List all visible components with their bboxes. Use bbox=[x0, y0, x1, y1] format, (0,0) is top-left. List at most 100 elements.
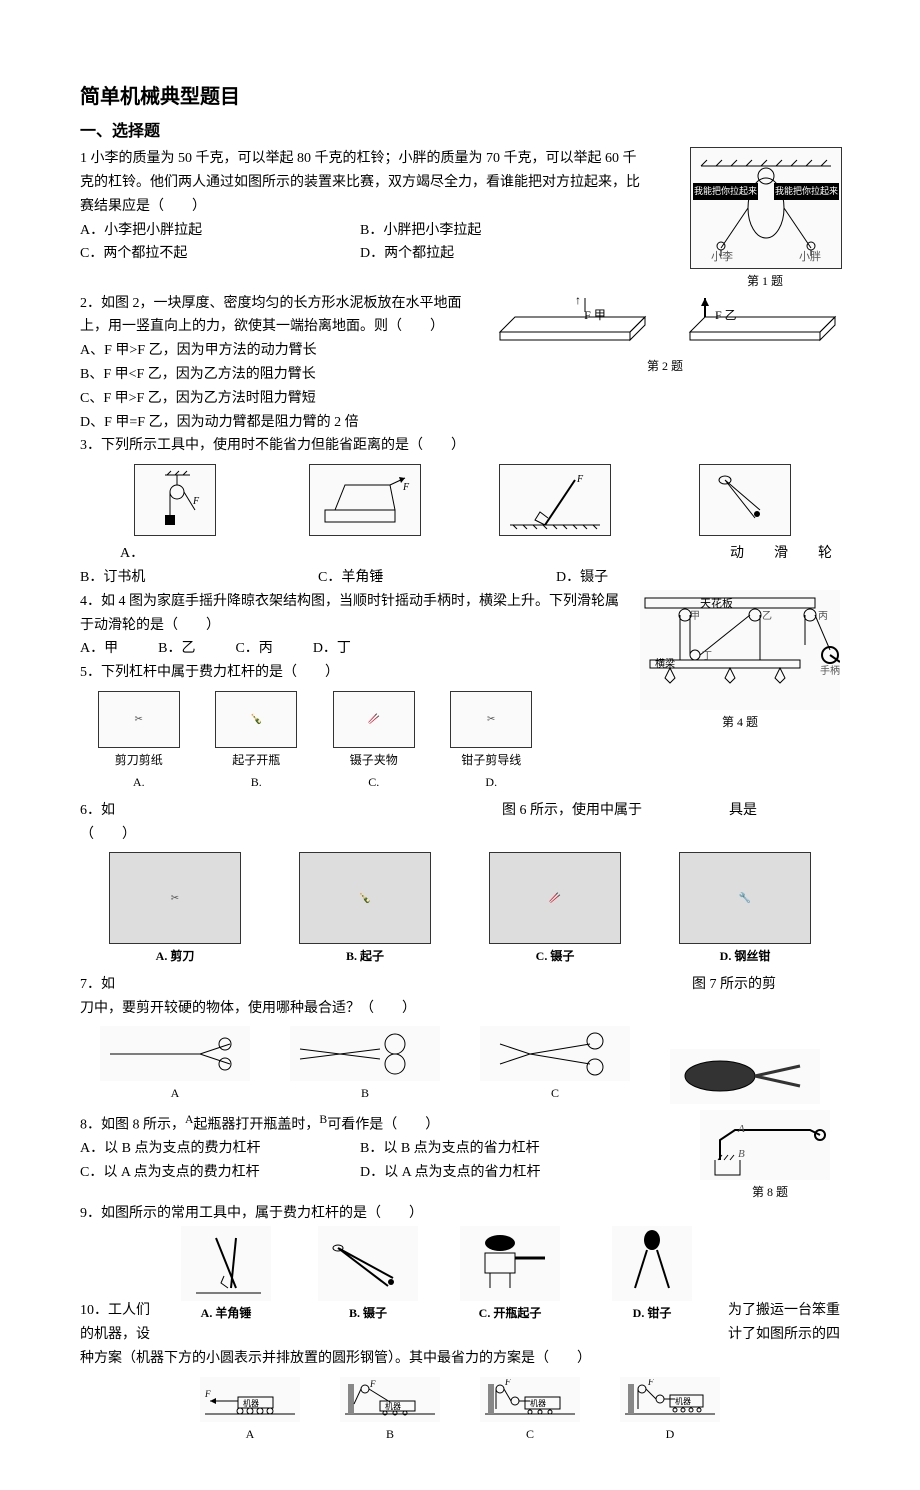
q9-lblB: B. 镊子 bbox=[349, 1303, 387, 1323]
q6-post-a: 具是 bbox=[729, 803, 757, 818]
q1-label-right: 小胖 bbox=[799, 248, 821, 267]
q9-figB bbox=[318, 1226, 418, 1301]
q1-optC: C．两个都拉不起 bbox=[80, 242, 360, 266]
q8-optA: A．以 B 点为支点的费力杠杆 bbox=[80, 1137, 360, 1161]
q4-figure: 天花板 横梁 甲 乙 丙 丁 手柄 bbox=[640, 590, 840, 710]
q9-figD bbox=[612, 1226, 692, 1301]
q5-text: 5．下列杠杆中属于费力杠杆的是（ ） bbox=[80, 661, 640, 685]
q5-lblC: 镊子夹物 bbox=[350, 750, 398, 770]
q7-post: 刀中，要剪开较硬的物体，使用哪种最合适？（ ） bbox=[80, 997, 840, 1021]
q3-optD: D．镊子 bbox=[556, 566, 608, 590]
q10-pre: 10．工人们 bbox=[80, 1299, 150, 1323]
q4-bing: 丙 bbox=[818, 608, 828, 625]
q8-mid1: 起瓶器打开瓶盖时， bbox=[193, 1117, 319, 1132]
q2-fig-left: ↑ F 甲 bbox=[490, 292, 650, 326]
svg-text:F: F bbox=[504, 1379, 511, 1387]
q6-figC: 🥢 bbox=[489, 852, 621, 944]
q5-lblD: 钳子剪导线 bbox=[461, 750, 521, 770]
q4-caption: 第 4 题 bbox=[640, 712, 840, 732]
q6-figD: 🔧 bbox=[679, 852, 811, 944]
q4-jia: 甲 bbox=[690, 608, 700, 625]
q3-optA-label: A． bbox=[120, 542, 144, 566]
q8-mid2: 可看作是（ ） bbox=[327, 1117, 439, 1132]
q9-figA bbox=[181, 1226, 271, 1301]
q8-text-pre: 8．如图 8 所示， bbox=[80, 1117, 185, 1132]
q7-pre: 7．如 bbox=[80, 977, 115, 992]
q8-optD: D．以 A 点为支点的省力杠杆 bbox=[360, 1161, 540, 1185]
q2-fig-right: F 乙 bbox=[680, 292, 840, 326]
q7-figD bbox=[670, 1049, 820, 1104]
q6-figA: ✂ bbox=[109, 852, 241, 944]
svg-text:F: F bbox=[647, 1379, 654, 1387]
q7-figB bbox=[290, 1026, 440, 1081]
q4-optA: A．甲 bbox=[80, 637, 118, 661]
q10-figA: 机器 F bbox=[200, 1377, 300, 1422]
q5-lblB: 起子开瓶 bbox=[232, 750, 280, 770]
q1-caption: 第 1 题 bbox=[690, 271, 840, 291]
q6-lblB: B. 起子 bbox=[346, 946, 384, 966]
question-10: 10．工人们 A. 羊角锤 B. 镊子 C. 开瓶起子 D. 钳子 为了搬运一台… bbox=[80, 1226, 840, 1444]
q3-optB: B．订书机 bbox=[80, 566, 278, 590]
q5-A: A. bbox=[133, 772, 145, 792]
q4-text: 4．如 4 图为家庭手摇升降晾衣架结构图，当顺时针摇动手柄时，横梁上升。下列滑轮… bbox=[80, 590, 640, 638]
svg-text:机器: 机器 bbox=[530, 1398, 546, 1408]
svg-text:横梁: 横梁 bbox=[655, 657, 675, 670]
q10-A: A bbox=[246, 1424, 255, 1444]
q10-C: C bbox=[526, 1424, 534, 1444]
q6-pre: 6．如 bbox=[80, 803, 115, 818]
q8-caption: 第 8 题 bbox=[700, 1182, 840, 1202]
q9-figC bbox=[460, 1226, 560, 1301]
q4-optD: D．丁 bbox=[313, 637, 351, 661]
q8-A: A bbox=[738, 1120, 745, 1139]
q9-text: 9．如图所示的常用工具中，属于费力杠杆的是（ ） bbox=[80, 1202, 840, 1226]
q1-optA: A．小李把小胖拉起 bbox=[80, 219, 360, 243]
q3-figB: F bbox=[309, 464, 421, 536]
q10-line2a: 的机器，设 bbox=[80, 1323, 150, 1347]
q6-lblD: D. 钢丝钳 bbox=[720, 946, 771, 966]
q5-figA: ✂ bbox=[98, 691, 180, 748]
svg-text:机器: 机器 bbox=[385, 1401, 401, 1411]
q4-optB: B．乙 bbox=[158, 637, 195, 661]
q5-figD: ✂ bbox=[450, 691, 532, 748]
svg-text:机器: 机器 bbox=[675, 1396, 691, 1406]
q7-B: B bbox=[361, 1083, 369, 1103]
q3-figC: F bbox=[499, 464, 611, 536]
question-2: ↑ F 甲 F 乙 第 2 题 2．如图 2， bbox=[80, 292, 840, 435]
q1-bubble-left: 我能把你拉起来 bbox=[693, 183, 758, 200]
q2-f-jia-label: ↑ bbox=[575, 293, 581, 307]
q10-figB: 机器 F bbox=[340, 1377, 440, 1422]
q7-mid: 图 7 所示的剪 bbox=[692, 977, 776, 992]
question-1: 我能把你拉起来 我能把你拉起来 小李 小胖 第 1 题 1 小李的质量为 50 … bbox=[80, 147, 840, 291]
q3-optC: C．羊角锤 bbox=[318, 566, 516, 590]
q1-label-left: 小李 bbox=[711, 248, 733, 267]
q1-svg bbox=[691, 158, 841, 258]
q9-lblD: D. 钳子 bbox=[633, 1303, 672, 1323]
q1-optB: B．小胖把小李拉起 bbox=[360, 219, 481, 243]
q4-optC: C．丙 bbox=[235, 637, 272, 661]
q8-B: B bbox=[738, 1145, 745, 1164]
svg-text:机器: 机器 bbox=[243, 1398, 259, 1408]
question-8: A B 第 8 题 8．如图 8 所示，A起瓶器打开瓶盖时，B可看作是（ ） A… bbox=[80, 1110, 840, 1202]
svg-text:F: F bbox=[369, 1379, 376, 1389]
q1-figure: 我能把你拉起来 我能把你拉起来 小李 小胖 bbox=[690, 147, 842, 269]
q7-A: A bbox=[171, 1083, 180, 1103]
q10-figC: 机器 F bbox=[480, 1377, 580, 1422]
q10-post: 种方案（机器下方的小圆表示并排放置的圆形钢管）。其中最省力的方案是（ ） bbox=[80, 1347, 840, 1371]
section-header: 一、选择题 bbox=[80, 118, 840, 145]
q5-C: C. bbox=[368, 772, 379, 792]
q7-figC bbox=[480, 1026, 630, 1081]
q10-mid1: 为了搬运一台笨重 bbox=[728, 1299, 840, 1323]
q2-optD: D、F 甲=F 乙，因为动力臂都是阻力臂的 2 倍 bbox=[80, 411, 840, 435]
q3-optA-trail: 动 滑 轮 bbox=[730, 542, 840, 566]
q10-D: D bbox=[666, 1424, 675, 1444]
q3-figA: F bbox=[134, 464, 216, 536]
q10-figD: 机器 F bbox=[620, 1377, 720, 1422]
q1-optD: D．两个都拉起 bbox=[360, 242, 454, 266]
question-6: 6．如 图 6 所示，使用中属于 具是 （ ） ✂A. 剪刀 🍾B. 起子 🥢C… bbox=[80, 799, 840, 967]
svg-text:F: F bbox=[204, 1389, 211, 1399]
q4-handle: 手柄 bbox=[820, 663, 840, 680]
q5-lblA: 剪刀剪纸 bbox=[115, 750, 163, 770]
q5-D: D. bbox=[485, 772, 497, 792]
q1-bubble-right: 我能把你拉起来 bbox=[774, 183, 839, 200]
q8-optC: C．以 A 点为支点的费力杠杆 bbox=[80, 1161, 360, 1185]
